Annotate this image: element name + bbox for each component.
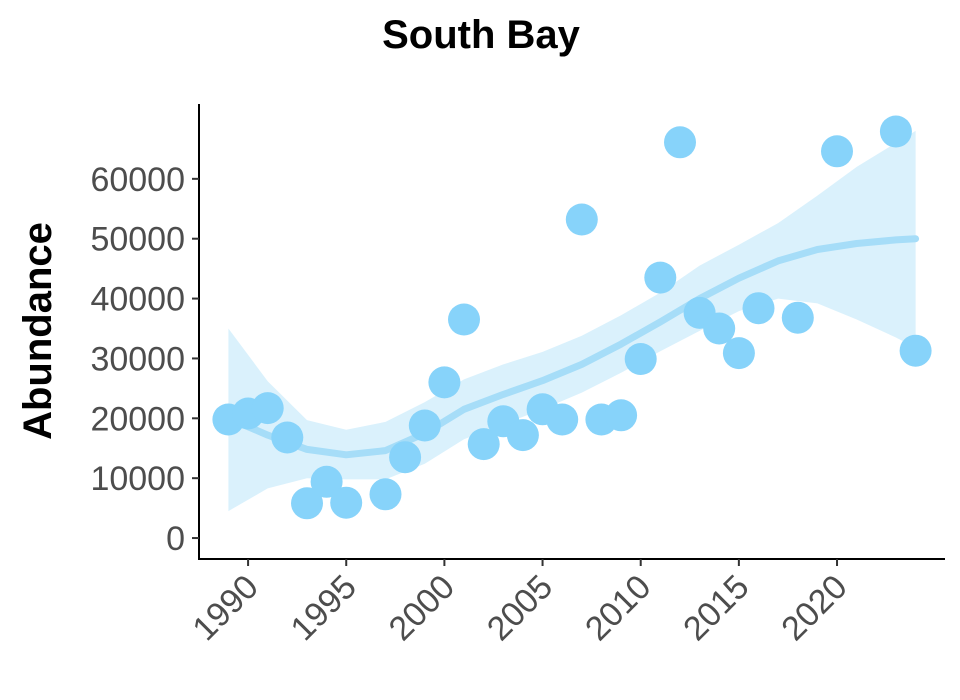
x-tick-label: 2020 — [774, 568, 854, 648]
y-axis-label: Abundance — [16, 222, 60, 440]
y-tick-label: 10000 — [90, 460, 185, 498]
confidence-band-layer — [228, 130, 916, 512]
data-point — [408, 409, 441, 442]
data-point — [291, 487, 323, 520]
data-points-layer — [212, 115, 932, 520]
y-tick-label: 40000 — [90, 281, 185, 319]
y-tick-label: 60000 — [90, 161, 185, 199]
data-point — [879, 115, 912, 148]
data-point — [664, 126, 696, 159]
data-point — [899, 334, 932, 367]
y-ticks: 0 10000 20000 30000 40000 50000 60000 — [90, 161, 199, 558]
data-point — [330, 486, 363, 519]
x-tick-label: 2000 — [382, 568, 462, 648]
chart-title: South Bay — [382, 13, 581, 57]
y-tick-label: 30000 — [90, 340, 185, 378]
data-point — [506, 419, 539, 452]
data-point — [271, 421, 304, 454]
x-tick-label: 2015 — [676, 568, 756, 648]
data-point — [703, 312, 736, 345]
smooth-line — [224, 235, 920, 459]
x-tick-label: 2010 — [578, 568, 658, 648]
data-point — [546, 403, 579, 436]
data-point — [722, 337, 755, 370]
y-tick-label: 20000 — [90, 400, 185, 438]
data-point — [448, 303, 480, 336]
data-point — [467, 428, 500, 461]
data-point — [624, 343, 657, 375]
confidence-band — [228, 130, 916, 512]
data-point — [742, 292, 775, 325]
x-tick-label: 2005 — [480, 568, 560, 648]
data-point — [369, 478, 402, 511]
smooth-line-layer — [224, 235, 920, 459]
data-point — [821, 135, 853, 168]
data-point — [251, 392, 284, 425]
data-point — [428, 366, 461, 399]
data-point — [389, 441, 422, 474]
data-point — [565, 203, 598, 236]
x-tick-label: 1995 — [284, 568, 364, 648]
y-tick-label: 0 — [166, 520, 185, 558]
data-point — [310, 465, 343, 498]
data-point — [781, 301, 814, 334]
y-tick-label: 50000 — [90, 221, 185, 259]
data-point — [605, 399, 638, 432]
x-ticks: 1990 1995 2000 2005 2010 2015 2020 — [185, 559, 855, 648]
x-tick-label: 1990 — [185, 568, 265, 648]
data-point — [644, 261, 677, 294]
